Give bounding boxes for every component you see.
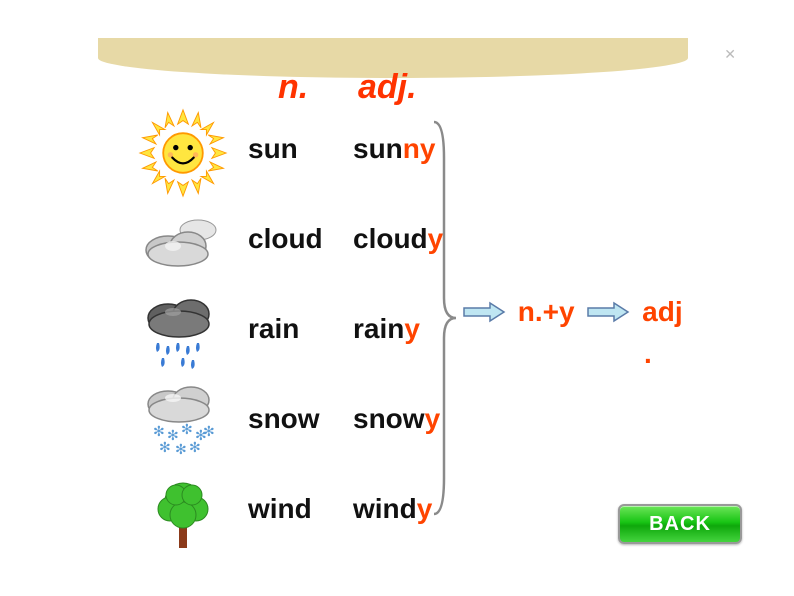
snow-icon: ✻ ✻ ✻ ✻ ✻ ✻ ✻ ✻ bbox=[128, 378, 238, 468]
brace-icon bbox=[428, 118, 458, 518]
close-icon[interactable]: ✕ bbox=[724, 46, 736, 63]
adj-label: rainy bbox=[353, 313, 420, 345]
adj-label: sunny bbox=[353, 133, 435, 165]
svg-text:✻: ✻ bbox=[181, 421, 193, 437]
tree-icon bbox=[128, 468, 238, 558]
noun-label: sun bbox=[248, 133, 298, 165]
back-button[interactable]: BACK bbox=[618, 504, 742, 544]
table-row: sun sunny bbox=[128, 108, 448, 198]
table-row: ✻ ✻ ✻ ✻ ✻ ✻ ✻ ✻ snow snowy bbox=[128, 378, 448, 468]
rain-icon bbox=[128, 288, 238, 378]
header-noun: n. bbox=[278, 68, 308, 107]
arrow-icon bbox=[586, 298, 630, 330]
formula-dot: . bbox=[644, 338, 652, 370]
formula: n.+y adj . bbox=[458, 296, 683, 330]
adj-label: windy bbox=[353, 493, 432, 525]
adj-base: wind bbox=[353, 493, 417, 524]
formula-left: n.+y bbox=[518, 296, 575, 327]
noun-label: rain bbox=[248, 313, 299, 345]
adj-base: snow bbox=[353, 403, 425, 434]
noun-label: wind bbox=[248, 493, 312, 525]
svg-text:✻: ✻ bbox=[175, 441, 187, 457]
formula-right: adj bbox=[642, 296, 682, 327]
table-row: wind windy bbox=[128, 468, 448, 558]
adj-suffix: y bbox=[404, 313, 420, 344]
back-button-label: BACK bbox=[649, 513, 711, 536]
adj-base: sun bbox=[353, 133, 403, 164]
svg-text:✻: ✻ bbox=[153, 423, 165, 439]
adj-base: cloud bbox=[353, 223, 428, 254]
header-adj: adj. bbox=[358, 68, 417, 107]
arrow-icon bbox=[462, 298, 506, 330]
table-row: cloud cloudy bbox=[128, 198, 448, 288]
cloud-icon bbox=[128, 198, 238, 288]
sun-icon bbox=[128, 108, 238, 198]
noun-label: snow bbox=[248, 403, 320, 435]
svg-text:✻: ✻ bbox=[203, 423, 215, 439]
adj-base: rain bbox=[353, 313, 404, 344]
slide: ✕ n. adj. bbox=[38, 38, 756, 558]
table-row: rain rainy bbox=[128, 288, 448, 378]
svg-text:✻: ✻ bbox=[159, 439, 171, 455]
noun-label: cloud bbox=[248, 223, 323, 255]
svg-text:✻: ✻ bbox=[189, 439, 201, 455]
